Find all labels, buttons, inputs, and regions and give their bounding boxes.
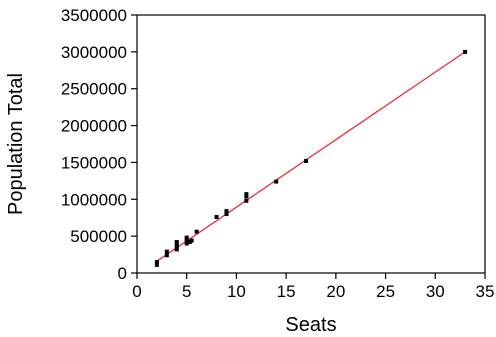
data-point (214, 214, 219, 219)
x-tick-label: 25 (376, 282, 395, 301)
y-tick-label: 0 (118, 264, 127, 283)
data-point (224, 209, 229, 214)
data-point (463, 49, 468, 54)
x-tick-label: 35 (476, 282, 495, 301)
x-axis-title: Seats (285, 314, 336, 336)
data-point (184, 235, 189, 240)
data-point (244, 194, 249, 199)
y-tick-label: 2500000 (61, 80, 127, 99)
data-point (304, 158, 309, 163)
y-tick-label: 1500000 (61, 153, 127, 172)
data-point (154, 259, 159, 264)
x-tick-label: 0 (132, 282, 141, 301)
y-tick-label: 2000000 (61, 117, 127, 136)
y-tick-label: 1000000 (61, 190, 127, 209)
plot-area-border (136, 14, 486, 274)
data-point (224, 212, 229, 217)
data-point (164, 253, 169, 258)
x-tick-label: 20 (326, 282, 345, 301)
data-point (184, 241, 189, 246)
data-point (244, 198, 249, 203)
data-point (174, 240, 179, 245)
data-point (164, 249, 169, 254)
y-axis: 0 500000 1000000 1500000 2000000 2500000 30000… (61, 6, 137, 283)
fit-line-layer (156, 51, 466, 262)
plot-frame (136, 14, 486, 274)
data-point (244, 192, 249, 197)
data-point (174, 247, 179, 252)
y-axis-title: Population Total (5, 73, 27, 215)
x-tick-label: 15 (277, 282, 296, 301)
x-tick-label: 10 (227, 282, 246, 301)
data-points-layer (154, 49, 468, 267)
data-point (154, 262, 159, 267)
data-point (184, 239, 189, 244)
y-tick-label: 3000000 (61, 43, 127, 62)
x-axis: 0 5 10 15 20 25 30 35 (132, 273, 494, 301)
data-point (189, 238, 194, 243)
y-tick-label: 3500000 (61, 6, 127, 25)
fit-line (156, 51, 466, 262)
data-point (274, 179, 279, 184)
x-tick-label: 30 (426, 282, 445, 301)
y-tick-label: 500000 (70, 227, 127, 246)
x-tick-label: 5 (182, 282, 191, 301)
data-point (174, 244, 179, 249)
data-point (194, 229, 199, 234)
